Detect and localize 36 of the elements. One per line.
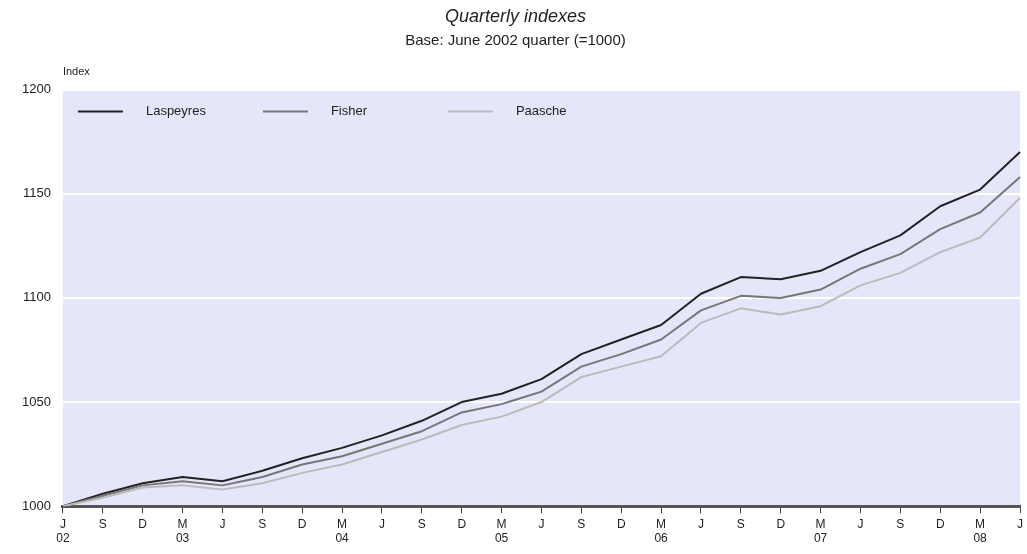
x-tick-label: D	[297, 516, 307, 531]
x-tick-label: S	[736, 516, 745, 531]
x-tick-label: J	[538, 516, 545, 531]
x-tick-label: M 08	[973, 516, 988, 546]
x-tick-label: S	[896, 516, 905, 531]
x-tick-label: M 04	[335, 516, 350, 546]
x-tick-label: S	[577, 516, 586, 531]
x-tick-label: D	[138, 516, 148, 531]
x-tick-label: J	[219, 516, 226, 531]
x-tick-label: J	[1017, 516, 1023, 531]
legend-label: Paasche	[515, 103, 567, 119]
y-tick-label: 1000	[22, 497, 51, 513]
x-tick-label: S	[258, 516, 267, 531]
x-tick-label: J	[378, 516, 385, 531]
y-tick-label: 1100	[22, 289, 51, 305]
y-tick-label: 1150	[22, 185, 51, 201]
y-tick-label: 1050	[22, 393, 51, 409]
x-tick-label: M 05	[494, 516, 509, 546]
legend-label: Laspeyres	[145, 103, 207, 119]
x-tick-label: D	[776, 516, 786, 531]
x-tick-label: S	[98, 516, 107, 531]
y-axis-title: Index	[62, 65, 91, 78]
legend-label: Fisher	[330, 103, 368, 119]
x-tick-label: M 06	[654, 516, 669, 546]
x-tick-label: M 07	[813, 516, 828, 546]
chart-title: Quarterly indexes	[444, 5, 587, 26]
chart-subtitle: Base: June 2002 quarter (=1000)	[405, 30, 626, 48]
x-tick-label: S	[417, 516, 426, 531]
x-tick-label: D	[616, 516, 626, 531]
x-tick-label: J	[857, 516, 864, 531]
y-tick-label: 1200	[22, 81, 51, 97]
x-tick-label: D	[935, 516, 945, 531]
x-tick-label: J	[697, 516, 704, 531]
x-tick-label: D	[457, 516, 467, 531]
x-tick-label: M 03	[175, 516, 190, 546]
x-tick-label: J 02	[56, 516, 70, 546]
